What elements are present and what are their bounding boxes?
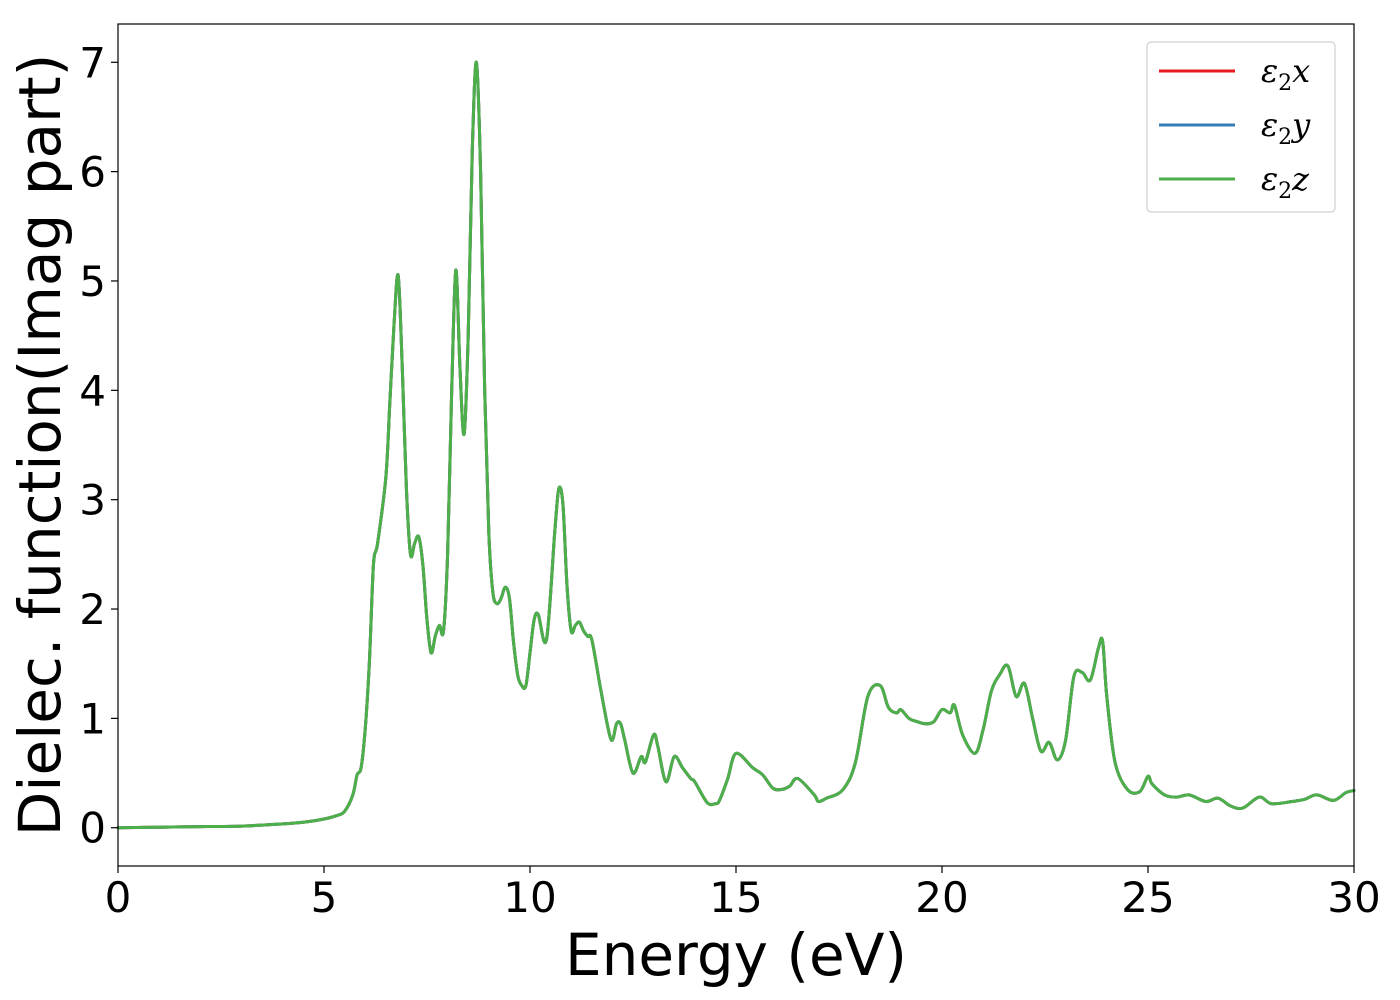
legend-subscript: 2 — [1278, 125, 1292, 150]
series-layer — [116, 60, 1356, 830]
legend-symbol: ε — [1261, 160, 1278, 198]
legend-label-y: ε2y — [1261, 106, 1311, 150]
legend-subscript: 2 — [1278, 179, 1292, 204]
y-axis-label: Dielec. function(Imag part) — [6, 54, 74, 837]
x-tick-label: 5 — [311, 873, 338, 922]
y-tick-label: 5 — [79, 257, 106, 306]
x-tick-label: 10 — [503, 873, 556, 922]
y-tick-label: 6 — [79, 148, 106, 197]
y-tick-label: 1 — [79, 694, 106, 743]
y-tick-label: 2 — [79, 585, 106, 634]
legend-symbol: ε — [1261, 52, 1278, 90]
legend-box — [1146, 41, 1336, 213]
x-tick-label: 30 — [1327, 873, 1380, 922]
legend-symbol: ε — [1261, 106, 1278, 144]
legend-label-x: ε2x — [1261, 52, 1310, 96]
x-tick-label: 20 — [915, 873, 968, 922]
x-tick-label: 25 — [1121, 873, 1174, 922]
y-axis: 0 1 2 3 4 5 6 7 — [79, 38, 118, 853]
legend-subscript: 2 — [1278, 71, 1292, 96]
x-axis-label: Energy (eV) — [565, 921, 907, 989]
y-tick-label: 0 — [79, 804, 106, 853]
legend-component: y — [1290, 106, 1311, 144]
legend-component: x — [1292, 52, 1310, 90]
y-tick-label: 4 — [79, 366, 106, 415]
series-line-z — [116, 60, 1356, 830]
x-tick-label: 0 — [105, 873, 132, 922]
y-tick-label: 7 — [79, 38, 106, 87]
x-tick-label: 15 — [709, 873, 762, 922]
legend-label-z: ε2z — [1261, 160, 1310, 204]
x-axis: 0 5 10 15 20 25 30 — [105, 866, 1381, 922]
y-tick-label: 3 — [79, 476, 106, 525]
legend-component: z — [1291, 160, 1310, 198]
